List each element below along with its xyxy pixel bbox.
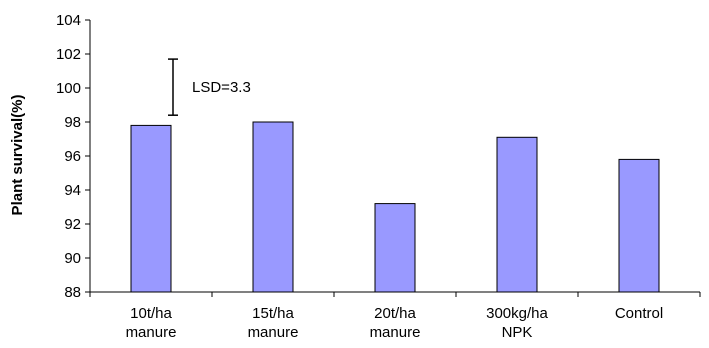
bar — [374, 203, 416, 293]
x-tick-label-line: 20t/ha — [374, 305, 416, 322]
x-tick-label-line: 300kg/ha — [486, 305, 548, 322]
y-tick-label: 104 — [56, 12, 81, 29]
lsd-annotation: LSD=3.3 — [168, 58, 251, 116]
x-tick-label: Control — [615, 305, 663, 322]
y-tick-label: 88 — [64, 284, 81, 301]
x-tick-label-line: manure — [370, 324, 421, 341]
x-tick-label-line: manure — [248, 324, 299, 341]
y-tick-label: 102 — [56, 46, 81, 63]
y-axis: 88 90 92 94 96 98 100 102 104 — [56, 12, 91, 301]
y-tick-label: 98 — [64, 114, 81, 131]
bars — [130, 121, 660, 293]
x-tick-label-line: manure — [126, 324, 177, 341]
y-tick-label: 100 — [56, 80, 81, 97]
x-tick-label: 10t/ha manure — [126, 305, 177, 341]
y-axis-title: Plant survival(%) — [9, 95, 26, 216]
y-tick-label: 94 — [64, 182, 81, 199]
x-tick-label-line: Control — [615, 305, 663, 322]
y-tick-label: 90 — [64, 250, 81, 267]
lsd-label: LSD=3.3 — [192, 79, 251, 96]
bar — [252, 121, 294, 293]
bar — [496, 136, 538, 293]
bar — [618, 158, 660, 293]
y-tick-label: 96 — [64, 148, 81, 165]
bar — [130, 124, 172, 293]
x-tick-label-line: 15t/ha — [252, 305, 294, 322]
x-tick-label: 300kg/ha NPK — [486, 305, 548, 341]
y-tick-label: 92 — [64, 216, 81, 233]
x-tick-label-line: 10t/ha — [130, 305, 172, 322]
x-axis: 10t/ha manure 15t/ha manure 20t/ha manure 300k… — [89, 291, 701, 341]
x-tick-label: 15t/ha manure — [248, 305, 299, 341]
x-tick-label-line: NPK — [502, 324, 533, 341]
x-tick-label: 20t/ha manure — [370, 305, 421, 341]
